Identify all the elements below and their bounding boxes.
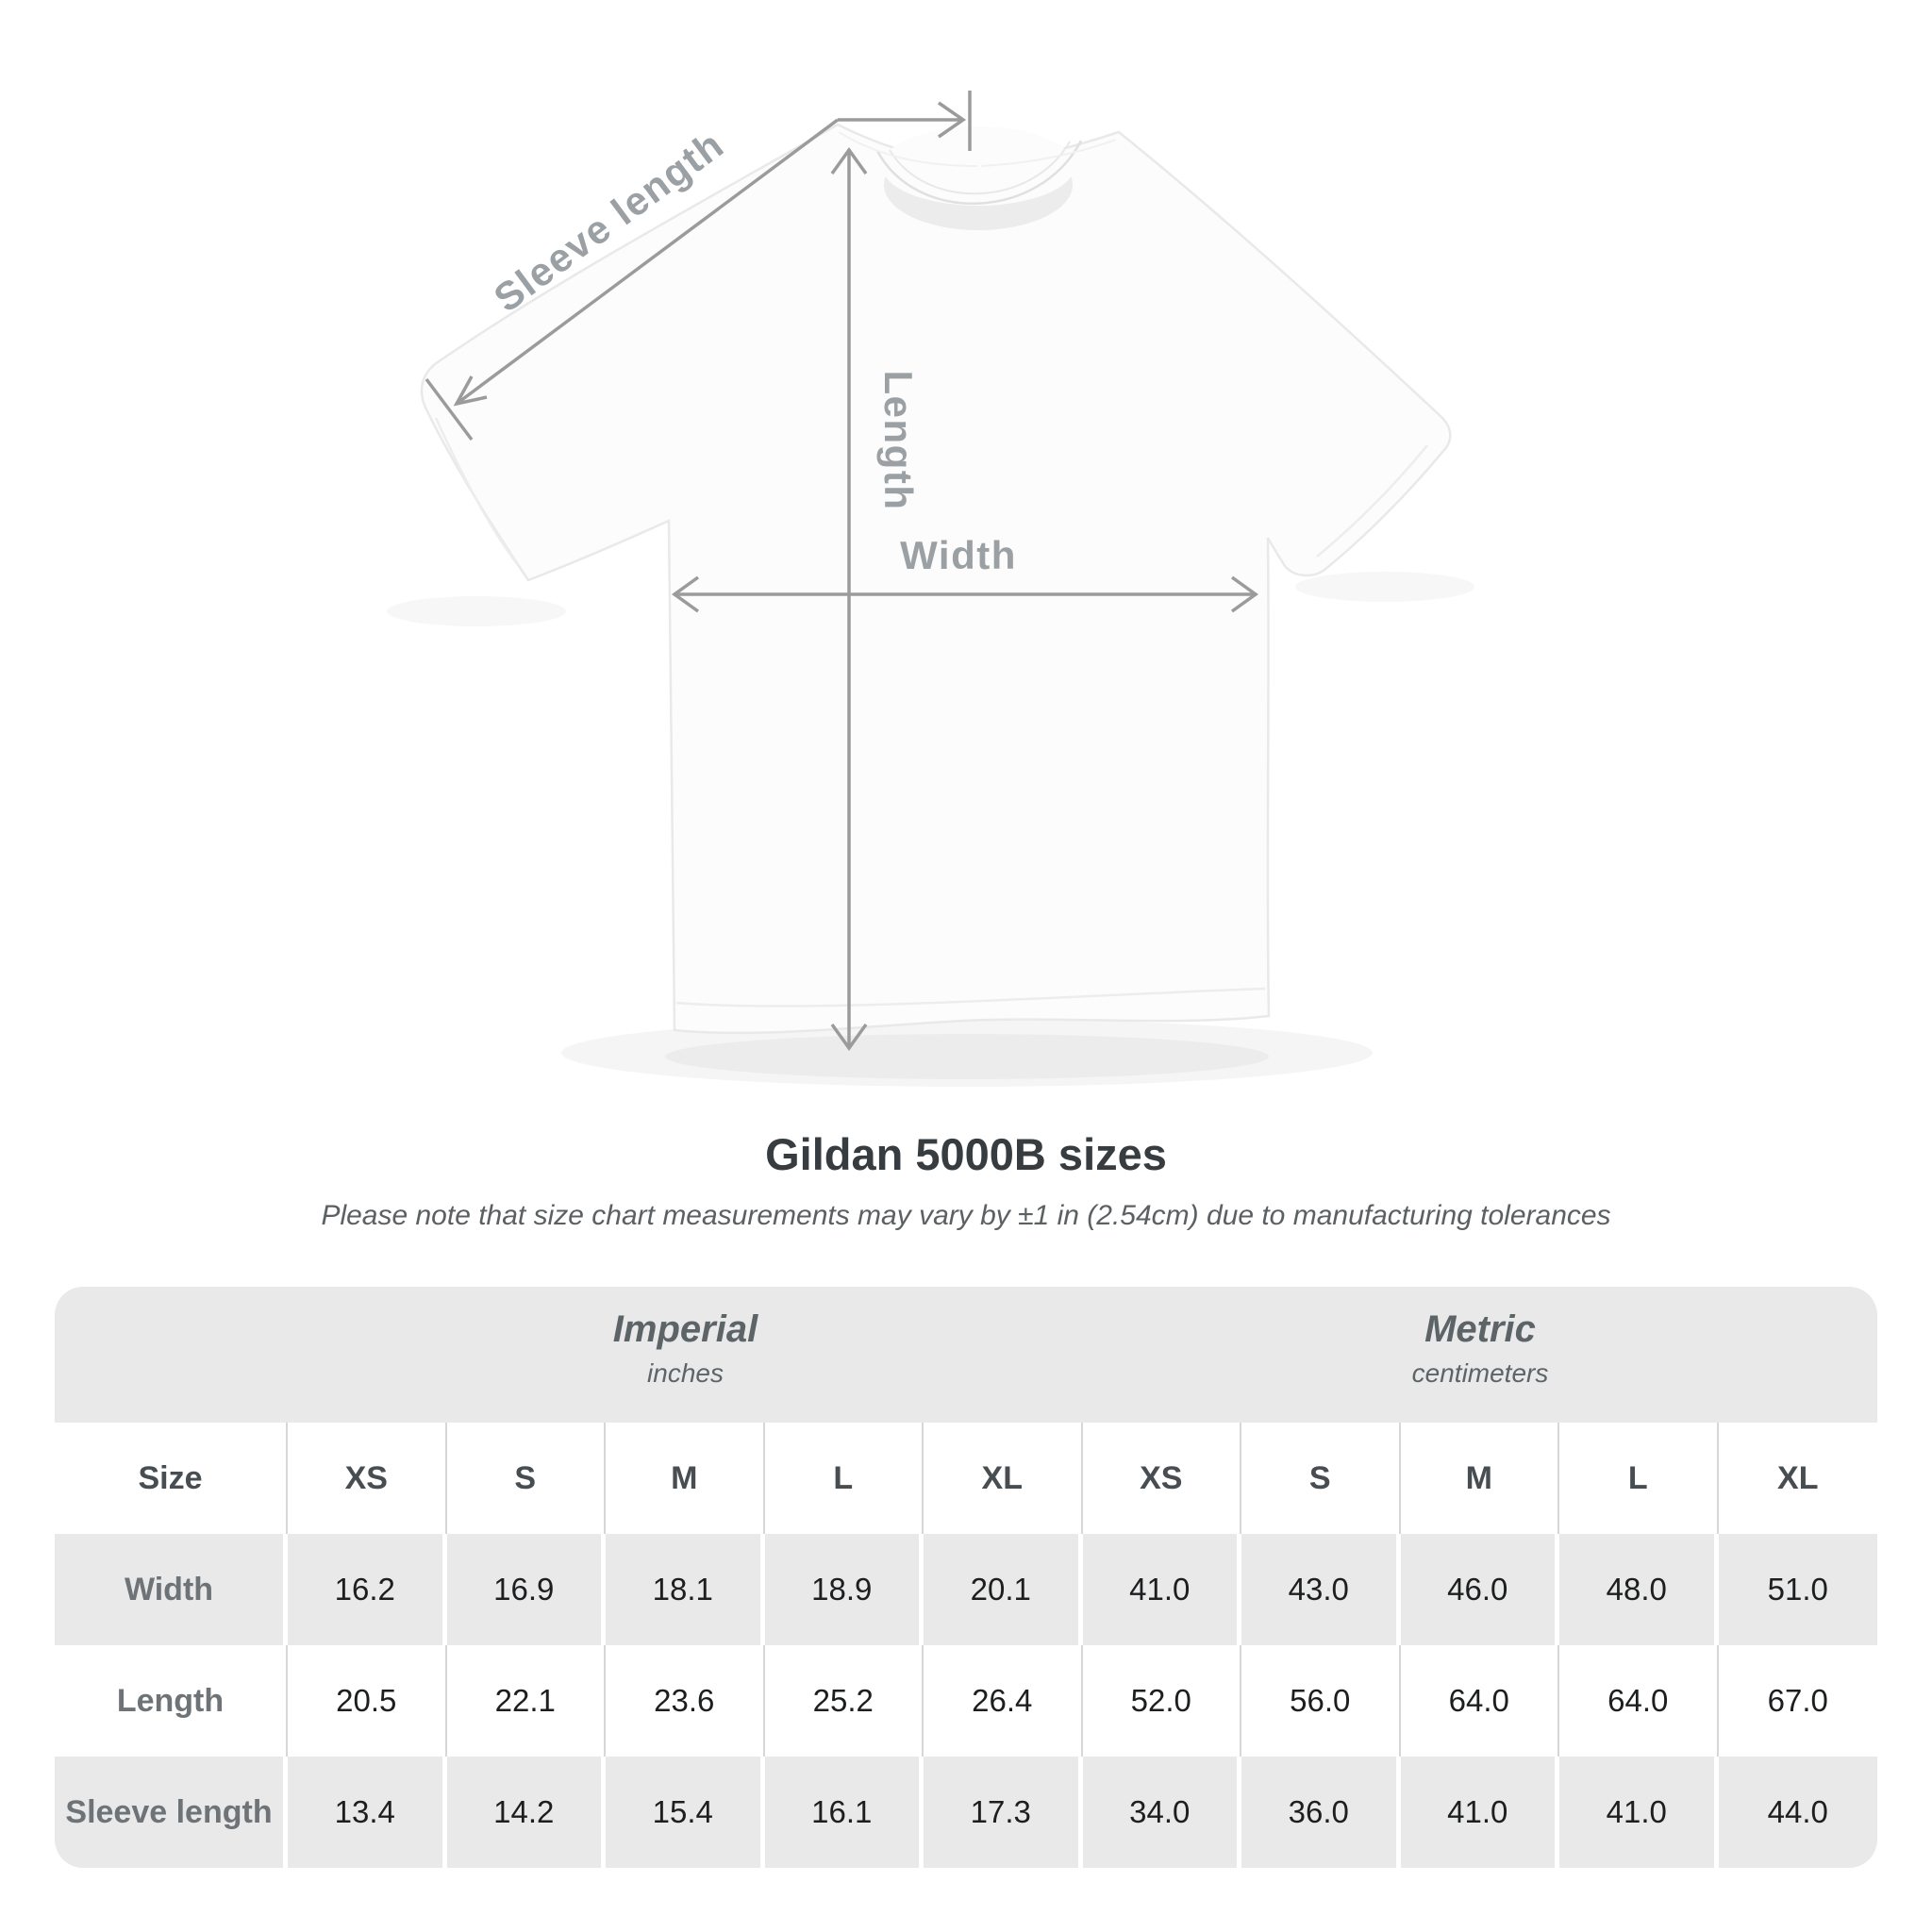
col-header-metric-l: L [1559, 1423, 1719, 1534]
length-metric-m: 64.0 [1400, 1645, 1559, 1757]
garment-seams [434, 131, 1428, 1008]
sleeve-end-tick [425, 377, 474, 441]
arrowhead-up [830, 147, 868, 175]
col-header-metric-xs: XS [1082, 1423, 1241, 1534]
col-header-metric-s: S [1241, 1423, 1401, 1534]
row-label-width: Width [55, 1534, 288, 1645]
sleeve-imperial-xs: 13.4 [288, 1757, 447, 1868]
sleeve-imperial-l: 16.1 [764, 1757, 924, 1868]
sleeve-metric-m: 41.0 [1400, 1757, 1559, 1868]
collar-front [882, 126, 1074, 206]
width-label: Width [900, 533, 1017, 577]
width-metric-s: 43.0 [1241, 1534, 1401, 1645]
imperial-sublabel: inches [647, 1358, 724, 1388]
col-header-imperial-l: L [764, 1423, 924, 1534]
length-metric-s: 56.0 [1241, 1645, 1401, 1757]
sleeve-length-line [455, 118, 840, 406]
imperial-label: Imperial [612, 1308, 758, 1350]
imperial-group: Imperial inches [288, 1307, 1083, 1389]
sleeve-shadow [387, 596, 566, 626]
sleeve-metric-s: 36.0 [1241, 1757, 1401, 1868]
collar-seam-inner [889, 141, 1071, 195]
sleeve-metric-xs: 34.0 [1082, 1757, 1241, 1868]
metric-sublabel: centimeters [1411, 1358, 1549, 1388]
length-metric-xs: 52.0 [1082, 1645, 1241, 1757]
metric-group: Metric centimeters [1083, 1307, 1877, 1389]
col-header-metric-m: M [1400, 1423, 1559, 1534]
ground-shadow [561, 1019, 1373, 1087]
sleeve-imperial-xl: 17.3 [924, 1757, 1083, 1868]
tshirt-diagram: Sleeve length Length Width [387, 91, 1474, 1087]
length-imperial-xl: 26.4 [924, 1645, 1083, 1757]
width-metric-m: 46.0 [1400, 1534, 1559, 1645]
arrowhead-down [830, 1023, 868, 1051]
arrowhead-right [938, 101, 967, 139]
width-metric-xl: 51.0 [1718, 1534, 1877, 1645]
width-imperial-m: 18.1 [606, 1534, 765, 1645]
page-title: Gildan 5000B sizes [765, 1129, 1167, 1179]
width-imperial-l: 18.9 [764, 1534, 924, 1645]
dimension-arrows [425, 91, 1258, 1051]
length-label: Length [876, 371, 921, 511]
collar-seam [875, 140, 1083, 205]
width-metric-l: 48.0 [1559, 1534, 1719, 1645]
size-grid: Size XS S M L XL XS S M L XL Width 16.2 … [55, 1423, 1877, 1868]
length-metric-xl: 67.0 [1718, 1645, 1877, 1757]
row-label-sleeve: Sleeve length [55, 1757, 288, 1868]
metric-label: Metric [1424, 1308, 1536, 1350]
arrowhead-left [672, 575, 700, 613]
width-imperial-xl: 20.1 [924, 1534, 1083, 1645]
length-imperial-xs: 20.5 [288, 1645, 447, 1757]
col-header-size: Size [55, 1423, 288, 1534]
width-imperial-xs: 16.2 [288, 1534, 447, 1645]
ground-shadow [665, 1034, 1269, 1079]
width-metric-xs: 41.0 [1082, 1534, 1241, 1645]
col-header-imperial-xl: XL [924, 1423, 1083, 1534]
width-imperial-s: 16.9 [446, 1534, 606, 1645]
arrowhead-right2 [1230, 575, 1258, 613]
length-imperial-s: 22.1 [446, 1645, 606, 1757]
length-imperial-l: 25.2 [764, 1645, 924, 1757]
col-header-metric-xl: XL [1718, 1423, 1877, 1534]
length-imperial-m: 23.6 [606, 1645, 765, 1757]
col-header-imperial-xs: XS [288, 1423, 447, 1534]
row-label-length: Length [55, 1645, 288, 1757]
size-chart-table: Imperial inches Metric centimeters Size … [55, 1287, 1877, 1868]
sleeve-shadow [1295, 572, 1474, 602]
sleeve-imperial-s: 14.2 [446, 1757, 606, 1868]
units-band: Imperial inches Metric centimeters [55, 1287, 1877, 1423]
sleeve-imperial-m: 15.4 [606, 1757, 765, 1868]
sleeve-metric-xl: 44.0 [1718, 1757, 1877, 1868]
sleeve-metric-l: 41.0 [1559, 1757, 1719, 1868]
col-header-imperial-s: S [446, 1423, 606, 1534]
arrowhead-sleeve [453, 375, 488, 407]
tolerance-note: Please note that size chart measurements… [321, 1200, 1611, 1231]
length-metric-l: 64.0 [1559, 1645, 1719, 1757]
col-header-imperial-m: M [606, 1423, 765, 1534]
